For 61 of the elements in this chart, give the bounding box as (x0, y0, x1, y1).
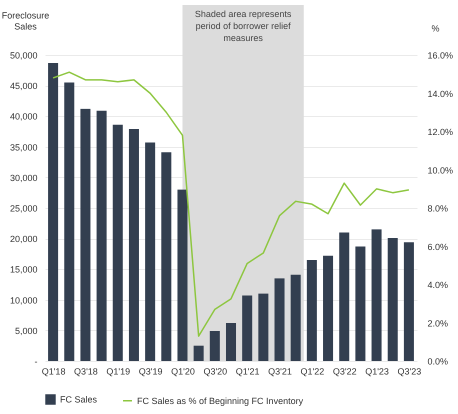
y2-axis-title: % (431, 24, 440, 34)
x-tick-label: Q1'21 (236, 366, 260, 376)
bar (306, 260, 317, 361)
bar (258, 294, 268, 361)
bar (355, 246, 366, 361)
bar (145, 142, 156, 361)
y-tick-label: - (34, 356, 38, 366)
line-series (52, 71, 410, 337)
y-tick-label: 15,000 (10, 264, 38, 275)
y-tick-label: 25,000 (10, 204, 38, 214)
bar (372, 229, 382, 361)
y-tick-label: 20,000 (10, 234, 38, 244)
y2-tick-label: 2.0% (428, 318, 448, 328)
y2-tick-label: 10.0% (428, 165, 454, 176)
y-tick-label: 5,000 (14, 326, 38, 336)
bar (242, 296, 252, 361)
bar (274, 278, 285, 361)
y-tick-label: 10,000 (10, 295, 38, 306)
bar (194, 346, 204, 361)
x-tick-label: Q3'20 (203, 366, 228, 376)
bar (339, 232, 350, 361)
legend-label: FC Sales as % of Beginning FC Inventory (137, 396, 304, 406)
y-tick-label: 35,000 (10, 142, 38, 152)
bar (404, 242, 414, 361)
y2-tick-label: 0.0% (428, 356, 448, 366)
y2-tick-label: 14.0% (428, 88, 454, 99)
bar (161, 152, 172, 361)
y2-tick-label: 6.0% (428, 242, 448, 252)
y-axis-title: Foreclosure Sales (2, 10, 50, 32)
x-tick-label: Q3'18 (74, 366, 98, 376)
y2-tick-label: 12.0% (428, 127, 454, 137)
bar (177, 190, 188, 361)
y2-tick-label: 4.0% (428, 280, 448, 290)
bar (48, 62, 58, 361)
y-tick-label: 45,000 (10, 81, 38, 92)
bar (128, 129, 139, 361)
y2-tick-label: 16.0% (428, 50, 454, 60)
x-tick-label: Q1'18 (42, 366, 66, 376)
x-tick-label: Q3'23 (398, 366, 422, 376)
bar (64, 82, 74, 361)
x-tick-label: Q1'23 (365, 366, 389, 376)
bar (323, 256, 334, 361)
x-tick-label: Q1'20 (171, 366, 195, 376)
y-tick-label: 30,000 (10, 172, 38, 183)
y-tick-label: 40,000 (10, 112, 38, 122)
x-tick-label: Q1'22 (300, 366, 324, 376)
bar (80, 108, 90, 361)
y-tick-label: 50,000 (10, 50, 38, 60)
x-tick-label: Q3'19 (138, 366, 163, 376)
bar (210, 331, 220, 361)
bar (290, 274, 301, 361)
bar (112, 124, 123, 361)
band-label: Shaded area represents period of borrower relief measures (194, 9, 292, 43)
bar (388, 238, 398, 361)
bar (226, 323, 236, 361)
y2-tick-label: 8.0% (428, 204, 448, 214)
bar (96, 110, 107, 361)
x-tick-label: Q1'19 (106, 366, 130, 376)
x-tick-label: Q3'21 (268, 366, 292, 376)
x-tick-label: Q3'22 (332, 366, 357, 376)
legend-label: FC Sales (60, 394, 98, 405)
